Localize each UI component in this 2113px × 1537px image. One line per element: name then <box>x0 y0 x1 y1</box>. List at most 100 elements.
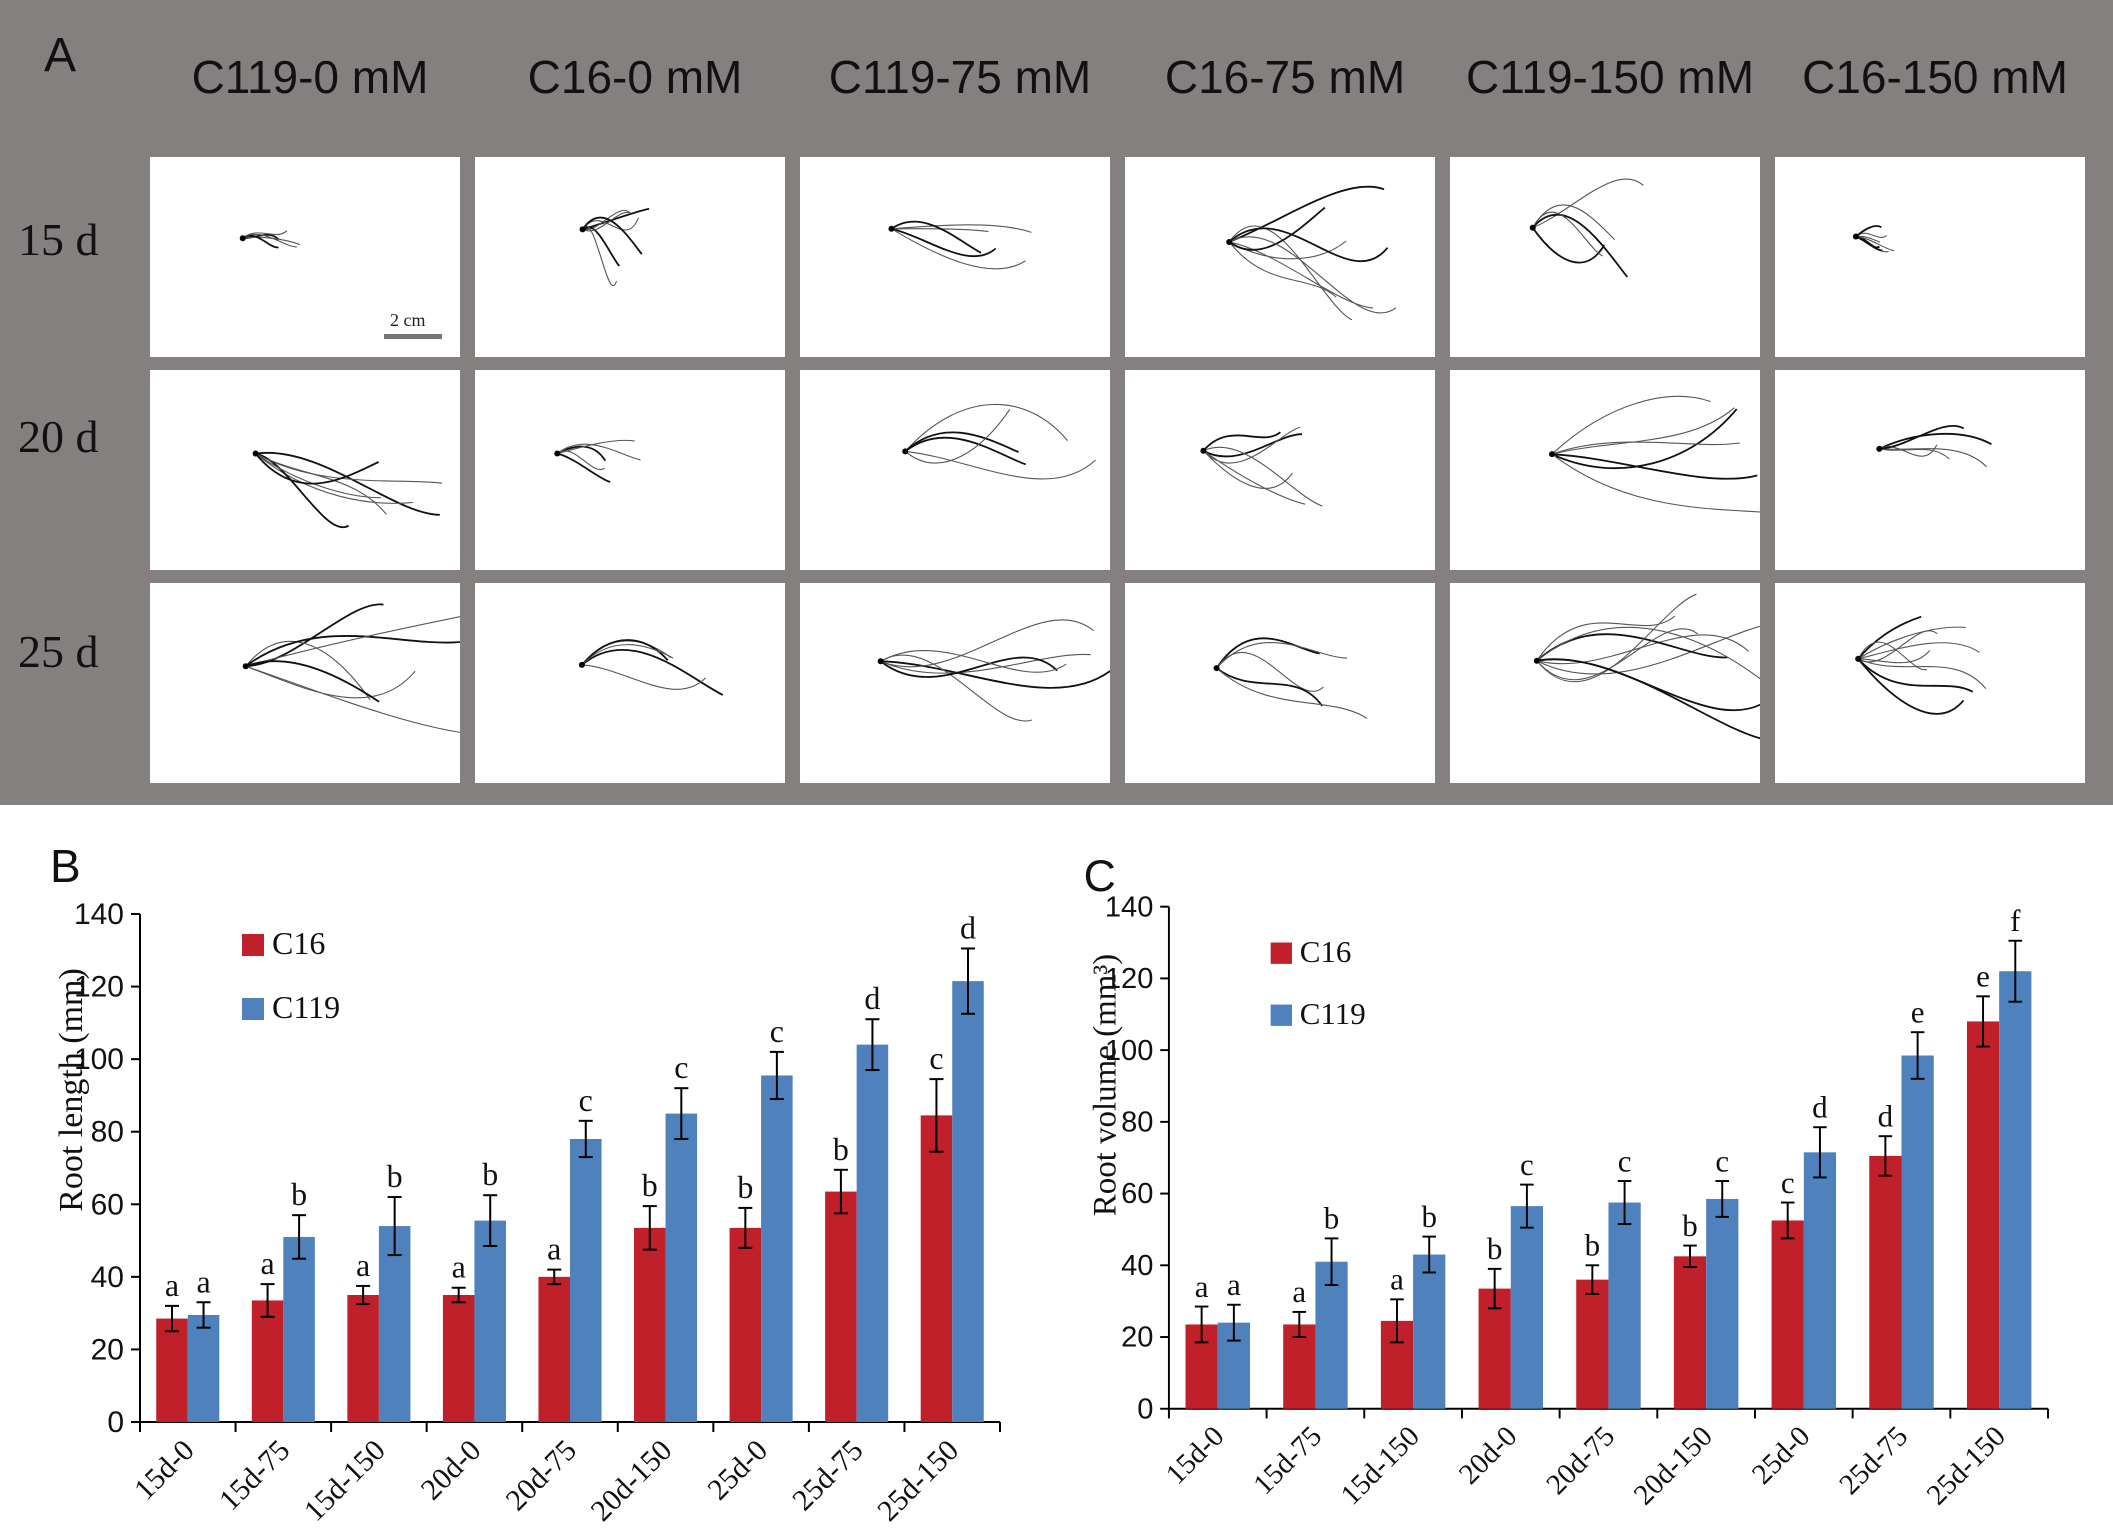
root-drawing <box>1529 178 1644 278</box>
root-drawing <box>252 450 443 529</box>
bar-c119 <box>283 1236 315 1422</box>
significance-letter: a <box>452 1249 466 1285</box>
row-header-15d: 15 d <box>18 214 99 265</box>
significance-letter: b <box>1487 1231 1503 1266</box>
significance-letter: d <box>960 909 976 945</box>
legend-label-c16: C16 <box>1300 934 1352 969</box>
significance-letter: a <box>356 1247 370 1283</box>
significance-letter: c <box>770 1013 784 1049</box>
root-strand <box>581 639 669 666</box>
legend-swatch-c16 <box>242 934 264 956</box>
root-photo-cell <box>1125 583 1435 783</box>
root-photo-cell <box>150 157 460 357</box>
root-strand <box>557 452 611 483</box>
root-strand <box>904 431 1019 453</box>
y-tick-label: 120 <box>1105 963 1154 995</box>
root-drawing <box>1200 426 1323 507</box>
significance-letter: d <box>1878 1098 1894 1133</box>
row-header-25d: 25 d <box>18 626 99 677</box>
root-photo-cell <box>1775 157 2085 357</box>
root-strand <box>1857 658 1965 715</box>
y-axis-title: Root length (mm) <box>53 968 90 1212</box>
legend-label-c119: C119 <box>272 989 340 1025</box>
root-strand <box>581 226 620 267</box>
significance-letter: d <box>1812 1090 1828 1125</box>
root-base <box>1213 665 1220 672</box>
root-photo-cell <box>800 583 1110 783</box>
significance-letter: b <box>737 1169 753 1205</box>
root-strand <box>1857 658 1974 693</box>
root-strand <box>1228 206 1326 251</box>
root-strand <box>905 450 1096 480</box>
scale-bar <box>384 334 442 339</box>
x-tick-label: 15d-150 <box>1335 1420 1426 1511</box>
root-strand <box>891 228 989 233</box>
panel-c-label: C <box>1084 852 1116 901</box>
root-base <box>579 226 586 233</box>
root-photo-cell <box>800 157 1110 357</box>
root-drawing <box>579 207 650 286</box>
root-strand <box>245 616 460 667</box>
root-strand <box>1228 236 1397 314</box>
significance-letter: c <box>929 1040 943 1076</box>
root-strand <box>1536 593 1697 683</box>
x-tick-label: 15d-0 <box>128 1434 201 1507</box>
root-strand <box>880 660 1110 689</box>
root-base <box>554 450 561 457</box>
bar-c119 <box>1706 1198 1739 1409</box>
row-header-20d: 20 d <box>18 411 99 462</box>
bar-c16 <box>251 1300 284 1422</box>
y-tick-label: 0 <box>1137 1393 1153 1425</box>
root-photo-cell <box>475 583 785 783</box>
x-tick-label: 20d-75 <box>1540 1420 1621 1501</box>
root-photo-cell <box>475 157 785 357</box>
root-base <box>902 448 909 455</box>
significance-letter: a <box>196 1263 210 1299</box>
significance-letter: b <box>1421 1199 1437 1234</box>
column-header-c119-75: C119-75 mM <box>828 51 1092 103</box>
panel-a-label: A <box>44 29 77 82</box>
root-base <box>1529 224 1536 231</box>
root-base <box>1533 657 1540 664</box>
root-strand <box>242 230 288 239</box>
root-strand <box>1536 628 1699 681</box>
y-tick-label: 20 <box>1121 1322 1153 1354</box>
bar-c16 <box>920 1115 953 1422</box>
significance-letter: a <box>547 1231 561 1267</box>
root-strand <box>1551 441 1740 455</box>
bar-c119 <box>1999 971 2032 1409</box>
root-strand <box>1536 615 1676 662</box>
root-strand <box>1203 446 1323 507</box>
significance-letter: d <box>864 980 880 1016</box>
x-tick-label: 15d-150 <box>298 1434 392 1528</box>
x-tick-label: 25d-150 <box>1921 1420 2012 1511</box>
root-strand <box>1202 431 1281 452</box>
root-base <box>242 663 249 670</box>
bar-c119 <box>952 981 984 1422</box>
root-strand <box>1551 408 1738 470</box>
x-tick-label: 15d-75 <box>1247 1420 1328 1501</box>
root-strand <box>245 640 371 701</box>
y-tick-label: 60 <box>1121 1178 1153 1210</box>
root-strand <box>880 653 1091 674</box>
root-strand <box>1203 450 1306 505</box>
column-header-c119-150: C119-150 mM <box>1465 51 1755 103</box>
y-tick-label: 100 <box>1105 1035 1154 1067</box>
root-strand <box>880 619 1094 668</box>
bar-c119 <box>187 1314 220 1422</box>
root-strand <box>891 228 1026 270</box>
root-base <box>239 235 246 242</box>
x-tick-label: 15d-75 <box>213 1434 296 1517</box>
x-tick-label: 20d-0 <box>1453 1420 1524 1491</box>
root-strand <box>245 660 380 703</box>
root-strand <box>245 665 416 699</box>
bar-c16 <box>1869 1155 1902 1409</box>
root-base <box>252 450 259 457</box>
root-strand <box>904 403 1069 452</box>
root-strand <box>1203 450 1293 489</box>
root-photo-cell <box>150 583 460 783</box>
root-base <box>1548 451 1555 458</box>
column-header-c16-150: C16-150 mM <box>1802 51 2068 103</box>
